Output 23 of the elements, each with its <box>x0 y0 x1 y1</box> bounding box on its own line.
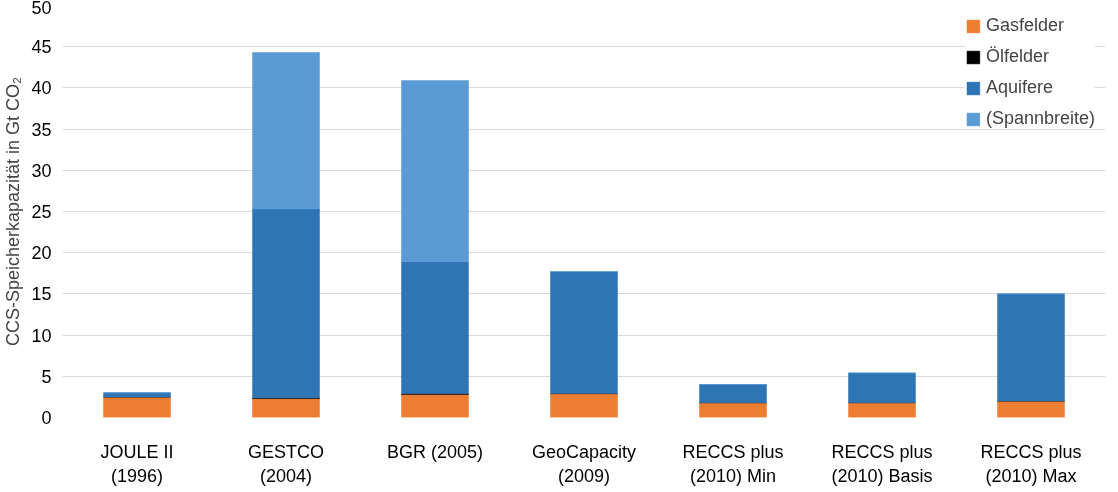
y-tick-label: 25 <box>31 202 52 222</box>
x-tick-label: GESTCO (2004) <box>248 441 325 486</box>
y-tick-label: 0 <box>41 408 52 428</box>
x-tick-label: JOULE II (1996) <box>100 441 174 486</box>
y-axis-title: CCS-Speicherkapazität in Gt CO₂ <box>3 76 24 347</box>
x-tick-label: RECCS plus (2010) Max <box>980 441 1082 486</box>
legend-label: Ölfelder <box>985 46 1049 67</box>
y-tick-label: 5 <box>41 366 52 387</box>
y-tick-label: 40 <box>31 78 52 99</box>
y-tick-label: 30 <box>31 160 52 181</box>
x-tick-label: RECCS plus (2010) Basis <box>831 441 933 486</box>
x-tick-label: GeoCapacity (2009) <box>531 441 637 486</box>
x-tick-label: RECCS plus (2010) Min <box>682 441 784 486</box>
legend-label: Gasfelder <box>985 15 1064 36</box>
y-tick-label: 10 <box>31 325 52 346</box>
y-tick-label: 50 <box>31 0 52 18</box>
y-tick-label: 45 <box>31 37 52 58</box>
y-tick-label: 15 <box>31 284 52 305</box>
legend-label: Aquifere <box>985 77 1053 98</box>
x-tick-label: BGR (2005) <box>386 441 484 462</box>
y-tick-label: 35 <box>31 119 52 140</box>
legend-label: (Spannbreite) <box>985 108 1095 129</box>
y-tick-label: 20 <box>31 243 52 264</box>
